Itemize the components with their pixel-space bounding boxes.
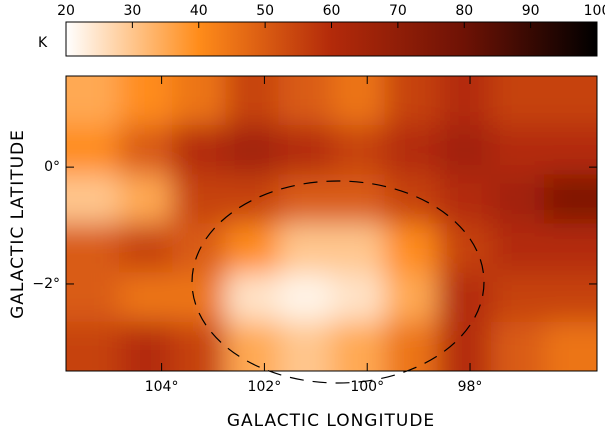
map-cell xyxy=(331,321,386,371)
map-cell xyxy=(490,125,545,176)
map-cell xyxy=(490,76,545,127)
map-cell xyxy=(437,76,492,127)
map-cell xyxy=(331,272,386,323)
region-outline xyxy=(191,180,485,384)
colorbar-tick-label: 50 xyxy=(256,3,274,19)
map-cell xyxy=(437,321,492,371)
map-cell xyxy=(331,125,386,176)
colorbar-tick-label: 90 xyxy=(522,3,540,19)
map-cell xyxy=(172,321,227,371)
y-tick-label: 0° xyxy=(44,159,60,175)
map-cell xyxy=(66,174,121,225)
map-cell xyxy=(384,223,439,274)
y-tick-label: −2° xyxy=(32,276,60,292)
map-cell xyxy=(278,223,333,274)
x-axis-label: GALACTIC LONGITUDE xyxy=(227,411,435,431)
map-cell xyxy=(384,321,439,371)
map-cell xyxy=(172,174,227,225)
map-cell xyxy=(543,272,597,323)
map-cell xyxy=(437,272,492,323)
map-cell xyxy=(66,125,121,176)
map-cell xyxy=(490,321,545,371)
map-cell xyxy=(490,223,545,274)
map-cell xyxy=(119,223,174,274)
map-cell xyxy=(119,272,174,323)
map-cell xyxy=(119,321,174,371)
map-cell xyxy=(119,174,174,225)
map-cell xyxy=(543,223,597,274)
map-cell xyxy=(172,125,227,176)
map-cell xyxy=(278,174,333,225)
map-cell xyxy=(490,272,545,323)
plot-frame xyxy=(65,75,598,372)
map-cell xyxy=(331,223,386,274)
map-cell xyxy=(331,174,386,225)
map-cell xyxy=(278,321,333,371)
map-cell xyxy=(225,272,280,323)
colorbar-tick-label: 60 xyxy=(323,3,341,19)
map-cell xyxy=(119,76,174,127)
map-cell xyxy=(225,174,280,225)
map-cell xyxy=(543,125,597,176)
colorbar-label: K xyxy=(38,35,48,51)
colorbar: 20 30 40 50 60 70 80 90 100 xyxy=(57,3,605,57)
map-cell xyxy=(119,125,174,176)
map-cell xyxy=(278,76,333,127)
map-cell xyxy=(384,76,439,127)
map-cell xyxy=(543,76,597,127)
map-cell xyxy=(490,174,545,225)
map-cell xyxy=(225,76,280,127)
y-axis-label: GALACTIC LATITUDE xyxy=(8,129,28,319)
map-cell xyxy=(172,76,227,127)
map-cell xyxy=(225,125,280,176)
map-cell xyxy=(225,321,280,371)
map-cell xyxy=(437,125,492,176)
x-tick-label: 98° xyxy=(458,379,483,395)
map-cell xyxy=(66,76,121,127)
colorbar-tick-label: 80 xyxy=(455,3,473,19)
colorbar-tick-label: 70 xyxy=(389,3,407,19)
map-cell xyxy=(278,272,333,323)
map-cell xyxy=(543,174,597,225)
map-cell xyxy=(172,272,227,323)
map-cell xyxy=(66,272,121,323)
colorbar-tick-label: 30 xyxy=(123,3,141,19)
colorbar-tick-label: 40 xyxy=(190,3,208,19)
colorbar-tick-label: 100 xyxy=(584,3,605,19)
map-cell xyxy=(278,125,333,176)
map-cell xyxy=(384,125,439,176)
colorbar-tick-label: 20 xyxy=(57,3,75,19)
x-tick-label: 104° xyxy=(145,379,179,395)
map-cell xyxy=(66,223,121,274)
map-cell xyxy=(543,321,597,371)
map-cell xyxy=(66,321,121,371)
map-cell xyxy=(331,76,386,127)
map-cell xyxy=(384,272,439,323)
x-tick-label: 100° xyxy=(350,379,384,395)
map xyxy=(66,76,597,371)
map-cell xyxy=(384,174,439,225)
map-cell xyxy=(225,223,280,274)
map-cell xyxy=(172,223,227,274)
x-tick-label: 102° xyxy=(248,379,282,395)
map-cell xyxy=(437,174,492,225)
